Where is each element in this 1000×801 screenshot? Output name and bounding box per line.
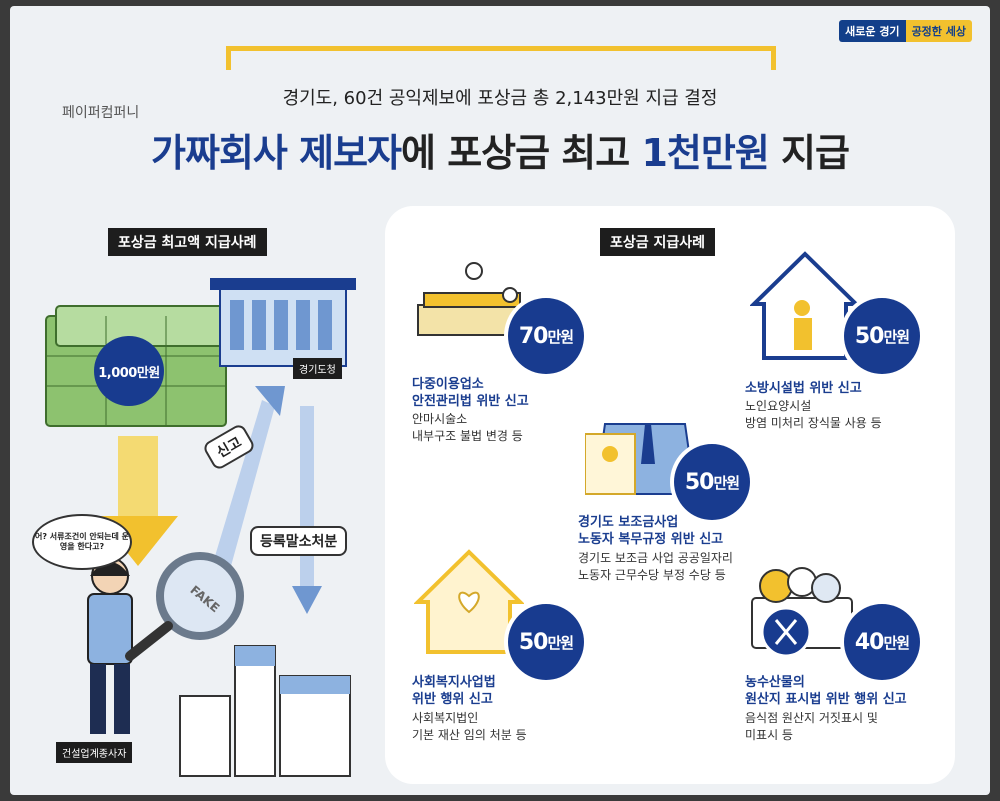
- infographic: 새로운 경기 공정한 세상 경기도, 60건 공익제보에 포상금 총 2,143…: [10, 6, 990, 795]
- header-bar-right: [771, 46, 776, 70]
- case-4-title: 사회복지사업법 위반 행위 신고: [412, 675, 496, 707]
- case-1-amount: 70 만원: [508, 298, 584, 374]
- case-1-title: 다중이용업소 안전관리법 위반 신고: [412, 377, 529, 409]
- cancel-label: 등록말소처분: [250, 526, 348, 556]
- case-3-amount: 50 만원: [674, 444, 750, 520]
- page-title: 가짜회사 제보자에 포상금 최고 1천만원 지급: [10, 122, 990, 177]
- subtitle: 경기도, 60건 공익제보에 포상금 총 2,143만원 지급 결정: [282, 88, 718, 109]
- speech-bubble: 어? 서류조건이 안되는데 운영을 한다고?: [32, 514, 132, 570]
- brand-badge: 새로운 경기 공정한 세상: [839, 20, 972, 42]
- header-bar: [226, 46, 776, 51]
- left-section-tag: 포상금 최고액 지급사례: [108, 228, 267, 256]
- brand-left: 새로운 경기: [839, 20, 906, 42]
- office-sign: 경기도청: [293, 358, 342, 379]
- magnifier-icon: [125, 552, 244, 661]
- company-label: 페이퍼컴퍼니: [62, 105, 140, 121]
- brand-right: 공정한 세상: [905, 20, 972, 42]
- case-5-amount: 40 만원: [844, 604, 920, 680]
- case-4-desc: 사회복지법인 기본 재산 임의 처분 등: [412, 711, 527, 742]
- case-4-amount: 50 만원: [508, 604, 584, 680]
- food-origin-icon: [751, 567, 853, 658]
- person-sign: 건설업계종사자: [56, 742, 133, 763]
- worker-id-icon: [585, 423, 697, 495]
- case-1-desc: 안마시술소 내부구조 불법 변경 등: [412, 412, 523, 443]
- right-section-tag: 포상금 지급사례: [600, 228, 716, 256]
- cancel-arrow-icon: [292, 406, 322, 614]
- yellow-arrow-icon: [98, 436, 178, 566]
- case-3-title: 경기도 보조금사업 노동자 복무규정 위반 신고: [578, 515, 724, 547]
- nursing-home-icon: [750, 251, 860, 360]
- case-2-amount: 50 만원: [844, 298, 920, 374]
- left-illustration: [45, 278, 356, 777]
- case-5-title: 농수산물의 원산지 표시법 위반 행위 신고: [745, 675, 907, 707]
- report-arrow-icon: [200, 386, 285, 606]
- case-2-title: 소방시설법 위반 신고: [745, 381, 862, 396]
- title-part-2: 에 포상금 최고: [401, 131, 642, 175]
- person-icon: [87, 557, 133, 734]
- city-buildings-icon: [179, 645, 351, 777]
- header-bar-left: [226, 46, 231, 70]
- case-2-desc: 노인요양시설 방염 미처리 장식물 사용 등: [745, 399, 882, 430]
- title-part-1: 가짜회사 제보자: [151, 131, 402, 175]
- case-5-desc: 음식점 원산지 거짓표시 및 미표시 등: [745, 711, 878, 742]
- title-part-3: 1천만원: [641, 131, 769, 175]
- title-part-4: 지급: [768, 131, 850, 175]
- max-amount-badge: 1,000만원: [94, 336, 164, 406]
- office-building-icon: [210, 278, 356, 367]
- welfare-house-icon: [414, 549, 524, 654]
- massage-icon: [417, 262, 527, 336]
- case-3-desc: 경기도 보조금 사업 공공일자리 노동자 근무수당 부정 수당 등: [578, 551, 733, 582]
